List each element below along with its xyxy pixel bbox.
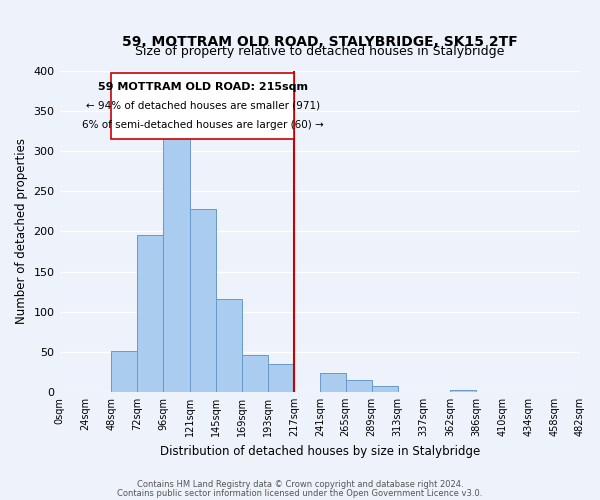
Bar (268, 364, 294, 392)
Bar (112, 351, 137, 392)
Bar (242, 355, 268, 392)
Bar (137, 236, 163, 392)
Title: 59, MOTTRAM OLD ROAD, STALYBRIDGE, SK15 2TF: 59, MOTTRAM OLD ROAD, STALYBRIDGE, SK15 … (122, 35, 518, 49)
Text: Size of property relative to detached houses in Stalybridge: Size of property relative to detached ho… (135, 45, 505, 58)
Bar (451, 390, 476, 392)
Bar (346, 380, 371, 392)
Bar (190, 209, 216, 392)
Text: ← 94% of detached houses are smaller (971): ← 94% of detached houses are smaller (97… (86, 101, 320, 111)
Text: 6% of semi-detached houses are larger (60) →: 6% of semi-detached houses are larger (6… (82, 120, 323, 130)
X-axis label: Distribution of detached houses by size in Stalybridge: Distribution of detached houses by size … (160, 444, 480, 458)
Bar (163, 137, 190, 392)
FancyBboxPatch shape (112, 72, 294, 139)
Text: 59 MOTTRAM OLD ROAD: 215sqm: 59 MOTTRAM OLD ROAD: 215sqm (98, 82, 308, 92)
Text: Contains public sector information licensed under the Open Government Licence v3: Contains public sector information licen… (118, 488, 482, 498)
Text: Contains HM Land Registry data © Crown copyright and database right 2024.: Contains HM Land Registry data © Crown c… (137, 480, 463, 489)
Bar (320, 372, 346, 392)
Y-axis label: Number of detached properties: Number of detached properties (15, 138, 28, 324)
Bar (371, 386, 398, 392)
Bar (216, 299, 242, 392)
